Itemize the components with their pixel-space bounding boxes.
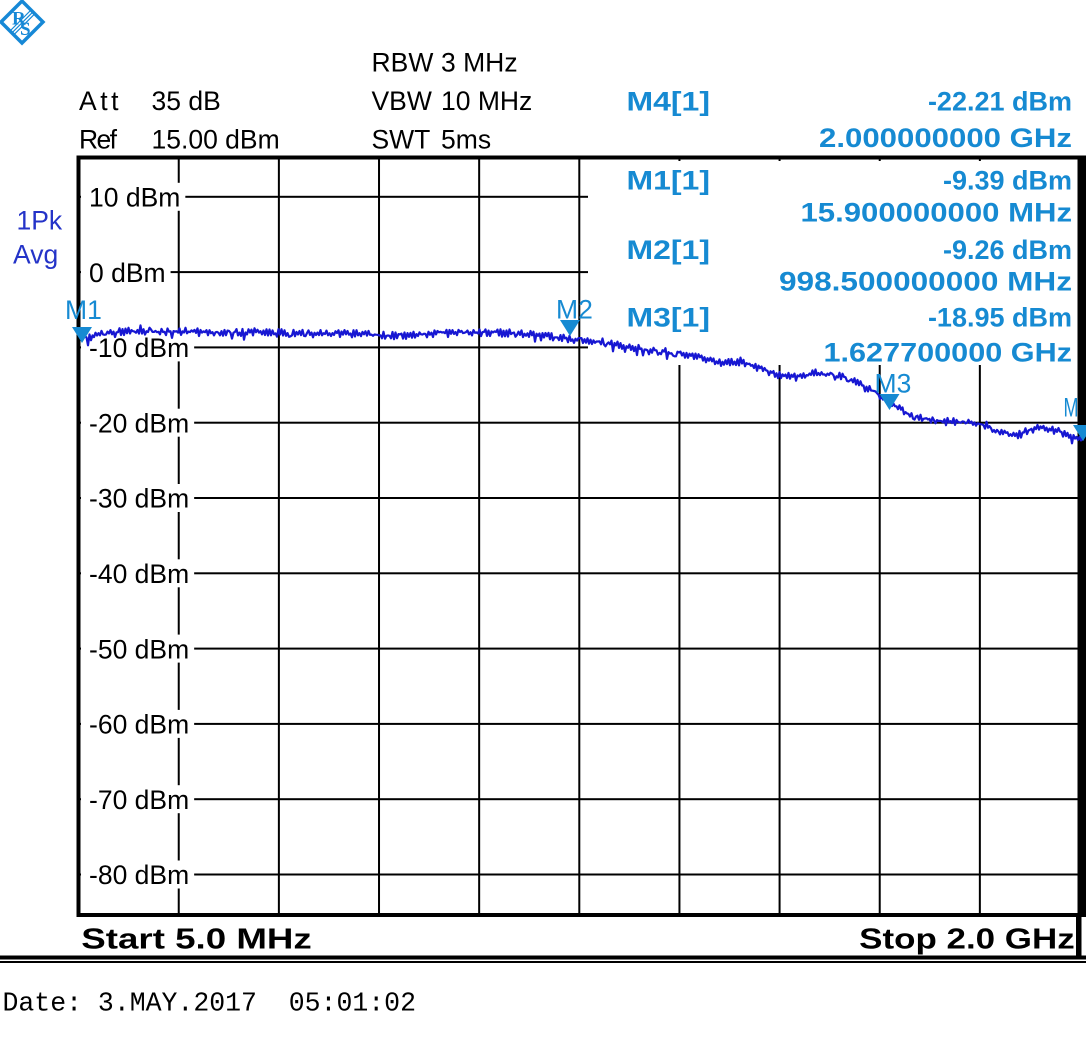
svg-text:-10 dBm: -10 dBm <box>89 333 189 363</box>
svg-text:-9.39 dBm: -9.39 dBm <box>943 166 1072 196</box>
svg-text:1Pk: 1Pk <box>17 206 63 236</box>
svg-text:VBW: VBW <box>372 86 432 116</box>
svg-text:-50 dBm: -50 dBm <box>89 634 189 664</box>
svg-text:M3: M3 <box>875 369 912 399</box>
svg-text:Stop 2.0 GHz: Stop 2.0 GHz <box>859 924 1074 956</box>
svg-text:-40 dBm: -40 dBm <box>89 559 189 589</box>
svg-text:-30 dBm: -30 dBm <box>89 484 189 514</box>
svg-text:10 MHz: 10 MHz <box>441 86 532 116</box>
svg-text:M1: M1 <box>65 295 102 325</box>
svg-text:5ms: 5ms <box>441 125 491 155</box>
svg-text:M1[1]: M1[1] <box>627 166 711 196</box>
svg-text:-9.26 dBm: -9.26 dBm <box>943 235 1072 265</box>
svg-text:35 dB: 35 dB <box>152 86 221 116</box>
svg-text:M3[1]: M3[1] <box>627 302 711 332</box>
svg-text:M2[1]: M2[1] <box>627 235 711 265</box>
svg-text:RBW: RBW <box>372 47 434 77</box>
svg-text:15.00 dBm: 15.00 dBm <box>152 125 280 155</box>
svg-text:-80 dBm: -80 dBm <box>89 860 189 890</box>
svg-text:2.000000000 GHz: 2.000000000 GHz <box>819 123 1072 153</box>
svg-text:-70 dBm: -70 dBm <box>89 785 189 815</box>
svg-text:Avg: Avg <box>13 240 58 270</box>
svg-text:SWT: SWT <box>372 125 431 155</box>
svg-text:10 dBm: 10 dBm <box>89 183 180 213</box>
svg-text:-22.21 dBm: -22.21 dBm <box>928 87 1072 117</box>
svg-text:S: S <box>20 19 31 40</box>
svg-text:-20 dBm: -20 dBm <box>89 408 189 438</box>
svg-text:998.500000000 MHz: 998.500000000 MHz <box>779 267 1072 297</box>
svg-text:0 dBm: 0 dBm <box>89 258 166 288</box>
svg-text:M: M <box>1064 393 1079 423</box>
svg-text:15.900000000 MHz: 15.900000000 MHz <box>801 197 1073 227</box>
svg-text:Ref: Ref <box>79 125 118 155</box>
svg-text:-60 dBm: -60 dBm <box>89 710 189 740</box>
svg-text:R: R <box>12 8 26 29</box>
svg-text:1.627700000 GHz: 1.627700000 GHz <box>824 338 1073 368</box>
svg-text:Date: 3.MAY.2017 05:01:02: Date: 3.MAY.2017 05:01:02 <box>3 989 416 1019</box>
svg-text:M2: M2 <box>556 295 593 325</box>
svg-text:3 MHz: 3 MHz <box>441 47 518 77</box>
svg-text:-18.95 dBm: -18.95 dBm <box>928 302 1072 332</box>
svg-text:Start 5.0 MHz: Start 5.0 MHz <box>81 924 311 956</box>
svg-text:M4[1]: M4[1] <box>627 87 711 117</box>
